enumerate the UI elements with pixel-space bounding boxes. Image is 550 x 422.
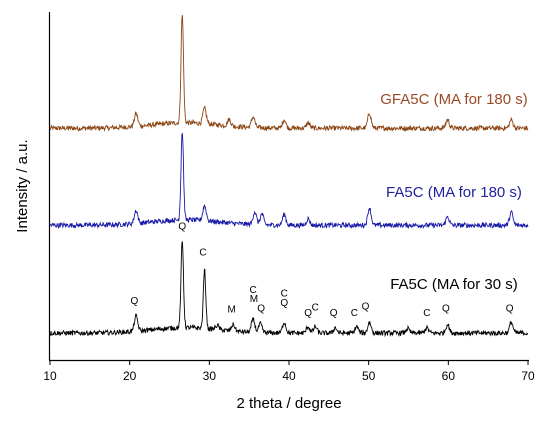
x-axis-title: 2 theta / degree bbox=[236, 395, 341, 412]
peak-label: Q bbox=[178, 222, 186, 233]
peak-label: Q bbox=[442, 303, 450, 314]
peak-label: Q bbox=[304, 308, 312, 319]
series-label: FA5C (MA for 180 s) bbox=[386, 184, 522, 201]
peak-label: Q bbox=[362, 301, 370, 312]
x-tick-label: 60 bbox=[442, 369, 456, 383]
series-layer bbox=[49, 15, 529, 338]
series-line bbox=[49, 132, 529, 230]
series-labels: GFA5C (MA for 180 s) FA5C (MA for 180 s) F… bbox=[380, 91, 528, 293]
x-tick-label: 50 bbox=[362, 369, 376, 383]
peak-label: C bbox=[312, 302, 319, 313]
peak-label: C bbox=[199, 247, 206, 258]
series-label: GFA5C (MA for 180 s) bbox=[380, 91, 528, 108]
x-tick-label: 40 bbox=[282, 369, 296, 383]
peak-label: M bbox=[250, 294, 258, 305]
x-ticks: 10 20 30 40 50 60 70 bbox=[43, 360, 535, 383]
x-tick-label: 20 bbox=[123, 369, 137, 383]
peak-label: C bbox=[351, 308, 358, 319]
peak-label: C bbox=[281, 288, 288, 299]
axes: 10 20 30 40 50 60 70 bbox=[43, 12, 535, 383]
peak-label: Q bbox=[280, 298, 288, 309]
peak-label: C bbox=[423, 308, 430, 319]
x-tick-label: 10 bbox=[43, 369, 57, 383]
peak-label: M bbox=[227, 305, 235, 316]
peak-label: C bbox=[250, 285, 257, 296]
y-axis-title: Intensity / a.u. bbox=[14, 139, 31, 232]
series-line bbox=[49, 15, 529, 133]
x-tick-label: 30 bbox=[203, 369, 217, 383]
series-line bbox=[49, 241, 529, 338]
x-tick-label: 70 bbox=[521, 369, 535, 383]
peak-label: Q bbox=[506, 303, 514, 314]
series-label: FA5C (MA for 30 s) bbox=[390, 276, 518, 293]
peak-label: Q bbox=[330, 308, 338, 319]
peak-label: Q bbox=[131, 296, 139, 307]
peak-label: Q bbox=[257, 303, 265, 314]
